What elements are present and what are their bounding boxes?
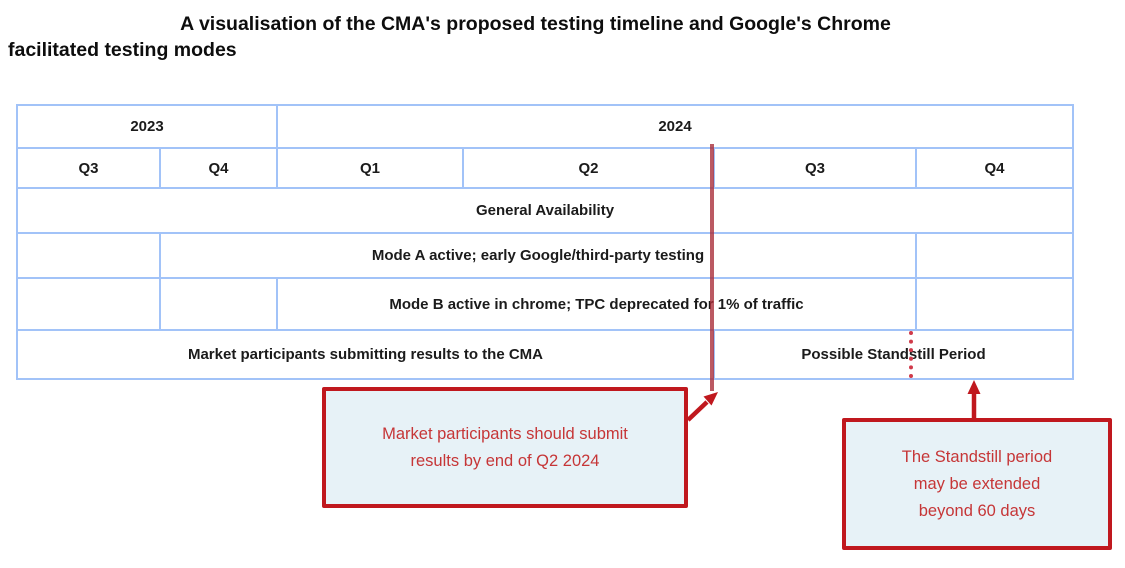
q2-2024-deadline-line bbox=[710, 144, 714, 391]
standstill-extension-arrow bbox=[967, 380, 981, 418]
quarter-cell-2024-q4: Q4 bbox=[915, 147, 1074, 189]
bar-market-participants: Market participants submitting results t… bbox=[16, 329, 715, 380]
year-header-row: 2023 2024 bbox=[16, 104, 1074, 149]
callout-text-line: Market participants should submit bbox=[382, 424, 628, 443]
year-cell-2024: 2024 bbox=[276, 104, 1074, 149]
timeline-table: 2023 2024 Q3 Q4 Q1 Q2 Q3 Q4 General Avai… bbox=[16, 104, 1074, 380]
standstill-60-day-dotted-line bbox=[909, 331, 913, 378]
quarter-cell-2024-q1: Q1 bbox=[276, 147, 464, 189]
empty-cell bbox=[915, 232, 1074, 279]
mode-a-row: Mode A active; early Google/third-party … bbox=[16, 232, 1074, 279]
figure-title-line2: facilitated testing modes bbox=[8, 39, 237, 61]
quarter-cell-2024-q2: Q2 bbox=[462, 147, 715, 189]
bar-standstill-period: Possible Standstill Period bbox=[713, 329, 1074, 380]
quarter-header-row: Q3 Q4 Q1 Q2 Q3 Q4 bbox=[16, 147, 1074, 189]
quarter-cell-2023-q4: Q4 bbox=[159, 147, 278, 189]
quarter-cell-2024-q3: Q3 bbox=[713, 147, 917, 189]
standstill-extension-callout: The Standstill period may be extended be… bbox=[842, 418, 1112, 550]
figure-title-line1: A visualisation of the CMA's proposed te… bbox=[180, 13, 891, 35]
bar-mode-a: Mode A active; early Google/third-party … bbox=[159, 232, 917, 279]
empty-cell bbox=[16, 232, 161, 279]
mode-b-row: Mode B active in chrome; TPC deprecated … bbox=[16, 277, 1074, 331]
year-cell-2023: 2023 bbox=[16, 104, 278, 149]
callout-text-line: beyond 60 days bbox=[918, 501, 1036, 520]
bar-mode-b: Mode B active in chrome; TPC deprecated … bbox=[276, 277, 917, 331]
submit-deadline-callout: Market participants should submit result… bbox=[322, 387, 688, 508]
callout-text-line: may be extended bbox=[913, 474, 1041, 493]
figure-title: A visualisation of the CMA's proposed te… bbox=[8, 11, 1063, 63]
empty-cell bbox=[16, 277, 161, 331]
empty-cell bbox=[159, 277, 278, 331]
submit-deadline-arrow bbox=[686, 392, 718, 422]
cma-results-row: Market participants submitting results t… bbox=[16, 329, 1074, 380]
bar-general-availability: General Availability bbox=[16, 187, 1074, 234]
empty-cell bbox=[915, 277, 1074, 331]
general-availability-row: General Availability bbox=[16, 187, 1074, 234]
quarter-cell-2023-q3: Q3 bbox=[16, 147, 161, 189]
callout-text-line: The Standstill period bbox=[901, 447, 1053, 466]
callout-text-line: results by end of Q2 2024 bbox=[410, 451, 600, 470]
